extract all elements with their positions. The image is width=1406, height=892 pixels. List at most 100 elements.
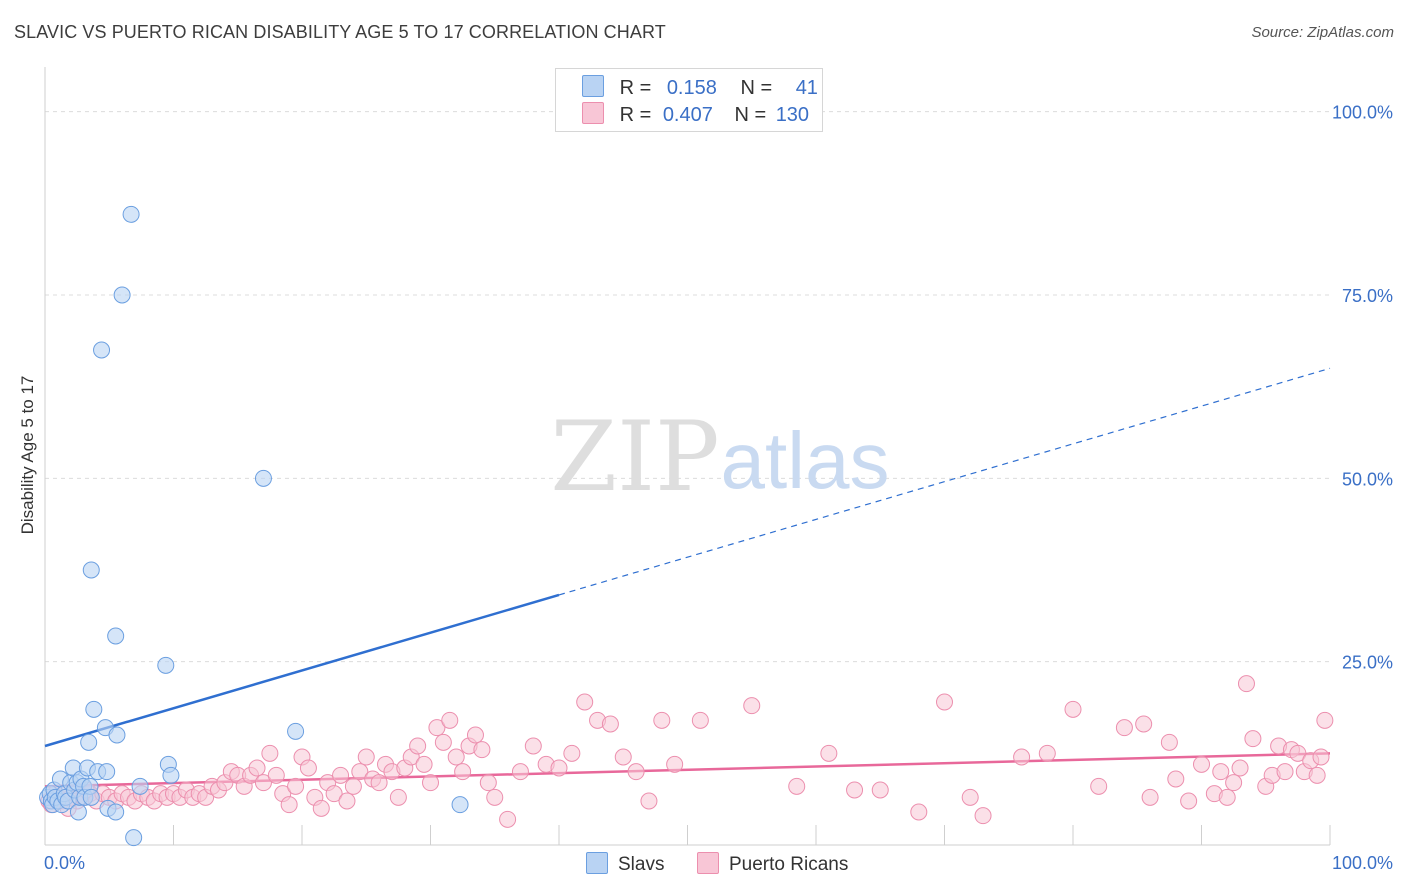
point-puerto-ricans	[1135, 715, 1153, 733]
y-tick-label: 25.0%	[1342, 653, 1393, 673]
point-puerto-ricans	[370, 774, 388, 792]
point-puerto-ricans	[254, 774, 272, 792]
legend-n-label: N =	[740, 77, 773, 99]
point-puerto-ricans	[299, 759, 317, 777]
point-puerto-ricans	[691, 711, 709, 729]
x-tick-label-min: 0.0%	[44, 853, 85, 873]
point-puerto-ricans	[479, 774, 497, 792]
bottom-legend-swatch-puerto-ricans	[697, 852, 719, 874]
chart-title: SLAVIC VS PUERTO RICAN DISABILITY AGE 5 …	[14, 22, 666, 42]
point-slavs	[125, 829, 143, 847]
point-puerto-ricans	[1115, 719, 1133, 737]
point-puerto-ricans	[601, 715, 619, 733]
point-slavs	[85, 700, 103, 718]
point-puerto-ricans	[974, 807, 992, 825]
point-puerto-ricans	[961, 788, 979, 806]
legend-n-value: 130	[775, 104, 810, 126]
point-puerto-ricans	[614, 748, 632, 766]
point-puerto-ricans	[351, 763, 369, 781]
watermark-zip: ZIP	[550, 401, 719, 513]
point-puerto-ricans	[1289, 744, 1307, 762]
point-puerto-ricans	[1316, 711, 1334, 729]
point-puerto-ricans	[1276, 763, 1294, 781]
trend-solid-slavs	[44, 593, 560, 748]
point-puerto-ricans	[422, 774, 439, 792]
point-puerto-ricans	[1141, 788, 1159, 806]
tick-labels: 25.0% 50.0% 75.0% 100.0% 0.0% 100.0%	[44, 103, 1393, 873]
point-puerto-ricans	[332, 766, 350, 784]
legend-row-slavs: R = 0.158 N = 41	[582, 75, 818, 99]
y-axis-label: Disability Age 5 to 17	[18, 375, 37, 535]
point-slavs	[157, 656, 175, 674]
point-puerto-ricans	[248, 759, 266, 777]
points-slavs	[39, 205, 469, 847]
source-label: Source: ZipAtlas.com	[1251, 24, 1394, 41]
axes	[44, 67, 1331, 846]
point-puerto-ricans	[640, 792, 658, 810]
gridlines	[45, 111, 1330, 663]
legend-n-value: 41	[795, 77, 818, 99]
point-puerto-ricans	[627, 763, 645, 781]
x-tick-label-max: 100.0%	[1332, 853, 1393, 873]
point-puerto-ricans	[550, 759, 568, 777]
point-puerto-ricans	[1212, 763, 1230, 781]
point-slavs	[287, 722, 305, 740]
point-puerto-ricans	[871, 781, 889, 799]
legend-r-label: R =	[619, 77, 652, 99]
point-puerto-ricans	[511, 763, 529, 781]
point-slavs	[108, 726, 126, 744]
point-puerto-ricans	[788, 777, 806, 795]
point-puerto-ricans	[1038, 744, 1056, 762]
point-puerto-ricans	[1090, 777, 1108, 795]
point-slavs	[122, 205, 140, 223]
point-puerto-ricans	[1231, 759, 1249, 777]
point-puerto-ricans	[312, 799, 330, 817]
point-puerto-ricans	[563, 744, 581, 762]
point-puerto-ricans	[524, 737, 542, 755]
legend-r-value: 0.158	[666, 77, 717, 99]
point-puerto-ricans	[1218, 788, 1236, 806]
point-puerto-ricans	[454, 763, 472, 781]
trend-dashed-slavs	[558, 367, 1331, 596]
point-puerto-ricans	[666, 755, 684, 773]
point-puerto-ricans	[325, 785, 343, 803]
point-slavs	[82, 561, 100, 579]
point-slavs	[93, 341, 111, 359]
bottom-legend-label-slavs: Slavs	[618, 854, 665, 875]
point-puerto-ricans	[428, 719, 446, 737]
legend-n-label: N =	[734, 104, 767, 126]
point-puerto-ricans	[447, 748, 465, 766]
point-puerto-ricans	[338, 792, 356, 810]
point-puerto-ricans	[486, 788, 504, 806]
y-tick-label: 75.0%	[1342, 286, 1393, 306]
bottom-legend-puerto-ricans: Puerto Ricans	[697, 852, 848, 876]
point-puerto-ricans	[1064, 700, 1082, 718]
point-puerto-ricans	[267, 766, 285, 784]
point-puerto-ricans	[287, 777, 305, 795]
point-puerto-ricans	[357, 748, 375, 766]
point-puerto-ricans	[1180, 792, 1198, 810]
legend-r-label: R =	[619, 104, 652, 126]
point-puerto-ricans	[499, 810, 517, 828]
y-tick-label: 50.0%	[1342, 469, 1393, 489]
legend-swatch-slavs	[582, 75, 604, 97]
point-puerto-ricans	[409, 737, 427, 755]
correlation-legend: R = 0.158 N = 41 R = 0.407 N = 130	[555, 68, 823, 132]
legend-swatch-puerto-ricans	[582, 102, 604, 124]
point-slavs	[107, 627, 125, 645]
point-puerto-ricans	[1167, 770, 1185, 788]
legend-row-puerto-ricans: R = 0.407 N = 130	[582, 102, 809, 126]
point-slavs	[451, 796, 469, 814]
point-puerto-ricans	[1193, 755, 1210, 773]
point-slavs	[82, 788, 100, 806]
point-slavs	[254, 469, 272, 487]
point-puerto-ricans	[1312, 748, 1330, 766]
bottom-legend-swatch-slavs	[586, 852, 608, 874]
point-puerto-ricans	[936, 693, 953, 711]
point-slavs	[69, 803, 87, 821]
point-puerto-ricans	[653, 711, 671, 729]
point-slavs	[162, 766, 180, 784]
point-puerto-ricans	[415, 755, 433, 773]
point-puerto-ricans	[441, 711, 459, 729]
